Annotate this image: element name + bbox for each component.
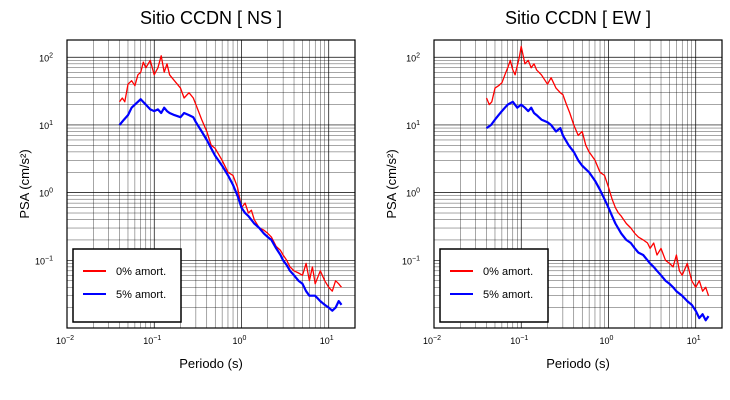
y-axis-label: PSA (cm/s²) [17,149,32,218]
x-tick-label: 100 [233,335,247,346]
plot-frame [433,39,723,329]
x-tick-label: 10−1 [510,335,528,346]
y-tick-label: 101 [406,120,420,131]
chart-panel-1: 10−2 10−1 100 101 10−1 100 101 102 Sitio CCDN [ … [384,8,723,371]
legend-label: 5% amort. [116,289,166,301]
y-tick-label: 102 [39,52,53,63]
series-line-0 [485,45,710,296]
chart-panel-0: 10−2 10−1 100 101 10−1 100 101 102 Sitio CCDN [ … [17,8,356,371]
plot-frame [66,39,356,329]
y-tick-label: 10−1 [35,255,53,266]
y-axis-label: PSA (cm/s²) [384,149,399,218]
chart-title: Sitio CCDN [ EW ] [505,8,651,28]
series-line-0 [118,55,343,292]
legend-label: 0% amort. [483,266,533,278]
x-tick-label: 101 [687,335,701,346]
legend: 0% amort. 5% amort. [439,248,549,323]
y-tick-label: 102 [406,52,420,63]
x-tick-label: 10−1 [143,335,161,346]
x-axis-label: Periodo (s) [179,356,243,371]
legend-box [439,248,549,323]
series-line-1 [118,98,343,312]
legend-label: 0% amort. [116,266,166,278]
y-tick-label: 10−1 [402,255,420,266]
x-tick-label: 100 [600,335,614,346]
legend: 0% amort. 5% amort. [72,248,182,323]
x-axis-label: Periodo (s) [546,356,610,371]
grid [433,40,723,329]
series-line-1 [485,100,710,322]
grid [66,40,356,329]
x-tick-label: 101 [320,335,334,346]
x-tick-label: 10−2 [56,335,74,346]
y-tick-label: 100 [406,188,420,199]
y-tick-label: 100 [39,188,53,199]
x-tick-label: 10−2 [423,335,441,346]
chart-title: Sitio CCDN [ NS ] [140,8,282,28]
legend-box [72,248,182,323]
legend-label: 5% amort. [483,289,533,301]
y-tick-label: 101 [39,120,53,131]
